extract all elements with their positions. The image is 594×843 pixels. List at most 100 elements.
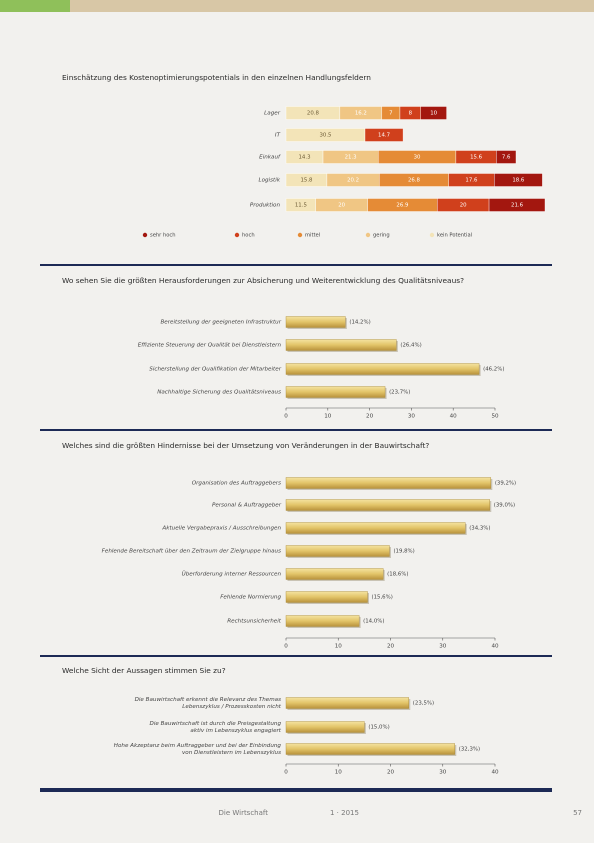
value-label: (15,6%) (372, 595, 393, 601)
category-label: aktiv im Lebenszyklus engagiert (190, 728, 281, 734)
category-label: Nachhaltige Sicherung des Qualitätsnivea… (157, 390, 281, 396)
category-label: von Dienstleistern im Lebenszyklus (182, 750, 281, 756)
value-label: (32,3%) (459, 747, 480, 753)
chart-title: Wo sehen Sie die größten Herausforderung… (62, 276, 464, 285)
bar (285, 743, 455, 755)
segment-label: 17.6 (465, 178, 478, 184)
x-tick-label: 0 (284, 414, 288, 420)
segment-label: 15.8 (300, 178, 313, 184)
legend-label: hoch (242, 233, 255, 239)
category-label: Logistik (258, 178, 280, 184)
category-label: Überforderung interner Ressourcen (182, 571, 282, 578)
segment-label: 16.2 (355, 111, 367, 117)
category-label: Die Bauwirtschaft erkennt die Relevanz d… (135, 697, 282, 703)
x-tick-label: 30 (408, 414, 416, 420)
x-tick-label: 10 (335, 770, 343, 776)
bar (285, 721, 365, 733)
bar (285, 339, 397, 351)
segment-label: 14.3 (299, 155, 311, 161)
segment-label: 20.2 (347, 178, 359, 184)
legend-swatch (365, 232, 371, 238)
segment-label: 7 (389, 111, 392, 117)
x-tick-label: 10 (324, 414, 332, 420)
category-label: Rechtsunsicherheit (227, 619, 282, 625)
value-label: (18,6%) (387, 572, 408, 578)
x-tick-label: 40 (491, 644, 499, 650)
value-label: (46,2%) (483, 367, 504, 373)
category-label: Aktuelle Vergabepraxis / Ausschreibungen (161, 526, 281, 532)
category-label: Organisation des Auftraggebers (192, 481, 281, 487)
separator (40, 655, 552, 657)
category-label: IT (275, 133, 281, 139)
segment-label: 30 (414, 155, 421, 161)
value-label: (34,3%) (469, 526, 490, 532)
category-label: Bereitstellung der geeigneten Infrastruk… (160, 320, 281, 326)
segment-label: 26.9 (396, 203, 409, 209)
x-tick-label: 40 (491, 770, 499, 776)
category-label: Sicherstellung der Qualifikation der Mit… (149, 367, 281, 373)
separator (40, 429, 552, 431)
bar (285, 477, 492, 489)
top-band (70, 0, 594, 12)
x-tick-label: 30 (439, 644, 447, 650)
x-tick-label: 10 (335, 644, 343, 650)
category-label: Effiziente Steuerung der Qualität bei Di… (138, 343, 282, 349)
segment-label: 21.3 (345, 155, 357, 161)
separator (40, 264, 552, 266)
category-label: Fehlende Bereitschaft über den Zeitraum … (102, 549, 281, 555)
bar-segment (420, 106, 447, 120)
value-label: (19,8%) (393, 549, 414, 555)
bar (285, 697, 409, 709)
segment-label: 11.5 (295, 203, 307, 209)
segment-label: 14.7 (378, 133, 390, 139)
bar-segment (496, 150, 517, 164)
value-label: (14,0%) (363, 619, 384, 625)
bar-segment (364, 128, 404, 142)
chart-title: Welche Sicht der Aussagen stimmen Sie zu… (62, 666, 226, 675)
category-label: Personal & Auftraggeber (212, 503, 282, 509)
value-label: (14,2%) (349, 320, 370, 326)
x-tick-label: 30 (439, 770, 447, 776)
chart-title: Einschätzung des Kostenoptimierungspoten… (62, 73, 371, 82)
value-label: (23,5%) (413, 701, 434, 707)
bar (285, 316, 346, 328)
segment-label: 15.6 (470, 155, 483, 161)
legend-swatch (142, 232, 148, 238)
bar (285, 615, 360, 627)
segment-label: 20.8 (307, 111, 320, 117)
footer-rule (40, 788, 552, 792)
segment-label: 7.6 (502, 155, 511, 161)
segment-label: 20 (338, 203, 345, 209)
legend-label: mittel (305, 233, 320, 239)
bar (285, 499, 490, 511)
page-number: 57 (573, 809, 582, 817)
bar-segment (488, 198, 546, 212)
bar (285, 386, 386, 398)
category-label: Produktion (250, 203, 281, 209)
category-label: Lebenszyklus / Prozesskosten nicht (182, 704, 282, 710)
bar (285, 522, 466, 534)
x-tick-label: 50 (491, 414, 499, 420)
value-label: (23,7%) (389, 390, 410, 396)
bar (285, 568, 384, 580)
segment-label: 26.8 (408, 178, 421, 184)
bar-segment (494, 173, 543, 187)
segment-label: 18.6 (512, 178, 525, 184)
x-tick-label: 20 (387, 644, 395, 650)
x-tick-label: 20 (387, 770, 395, 776)
legend-swatch (429, 232, 435, 238)
x-tick-label: 0 (284, 770, 288, 776)
category-label: Fehlende Normierung (220, 595, 281, 601)
x-tick-label: 20 (366, 414, 374, 420)
category-label: Die Bauwirtschaft ist durch die Preisges… (150, 721, 282, 727)
category-label: Hohe Akzeptanz beim Auftraggeber und bei… (114, 743, 282, 749)
legend-label: sehr hoch (150, 233, 176, 239)
category-label: Lager (264, 111, 281, 117)
segment-label: 20 (460, 203, 467, 209)
value-label: (39,2%) (495, 481, 516, 487)
value-label: (15,0%) (368, 725, 389, 731)
legend-label: gering (373, 233, 390, 239)
bar (285, 545, 390, 557)
segment-label: 21.6 (511, 203, 524, 209)
